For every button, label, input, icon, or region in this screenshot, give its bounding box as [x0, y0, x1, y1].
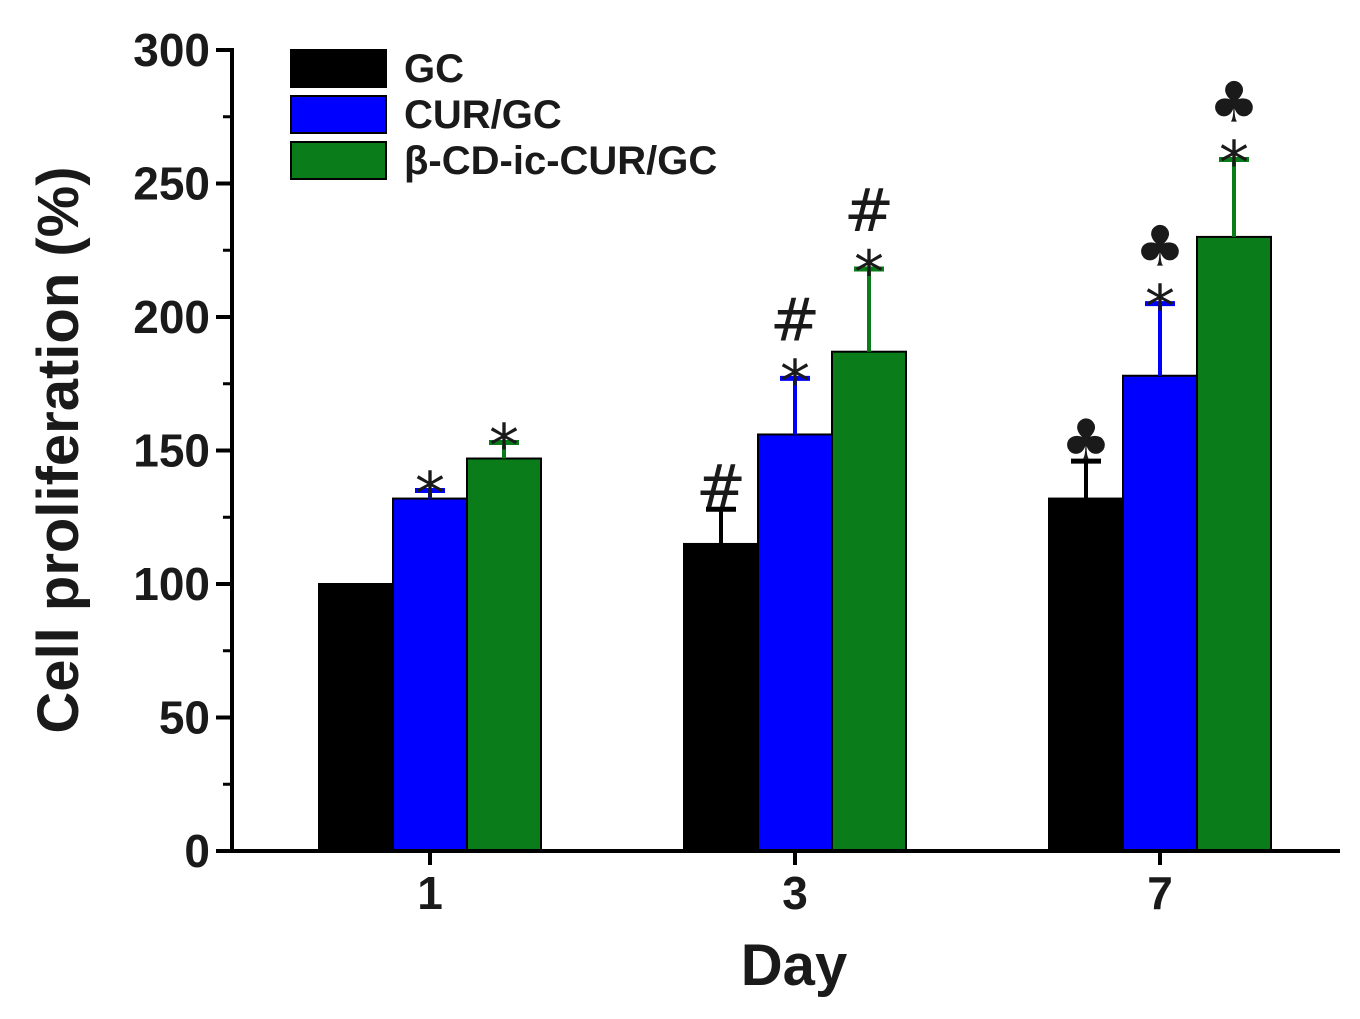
y-axis-title: Cell proliferation (%) [26, 166, 91, 733]
bars [318, 235, 1272, 852]
y-tick-label: 100 [133, 558, 210, 610]
bar-gc-day-1 [318, 583, 394, 852]
annotation-club-1-2: ♣ [1135, 215, 1185, 280]
y-tick-label: 0 [184, 825, 210, 877]
legend-label-2: β-CD-ic-CUR/GC [404, 139, 717, 183]
legend-label-0: GC [404, 47, 464, 91]
x-axis-title: Day [741, 933, 847, 998]
bar-gc-day-7 [1048, 497, 1124, 852]
legend-swatch-1 [290, 95, 387, 134]
error-bars [415, 156, 1249, 544]
bar--cd-ic-cur-gc-day-7 [1196, 235, 1272, 852]
bar-cur-gc-day-7 [1122, 374, 1198, 852]
bar-cur-gc-day-1 [392, 497, 468, 852]
annotation-asterisk-2-0: * [489, 411, 519, 481]
x-tick-label: 3 [782, 867, 808, 919]
y-tick-label: 200 [133, 291, 210, 343]
bar-cur-gc-day-3 [757, 433, 833, 852]
x-tick-label: 1 [417, 867, 443, 919]
legend-label-1: CUR/GC [404, 93, 562, 137]
bar--cd-ic-cur-gc-day-1 [466, 457, 542, 852]
y-tick-label: 50 [159, 692, 210, 744]
annotation-club-2-2: ♣ [1209, 70, 1259, 135]
annotation-asterisk-1-1: * [780, 347, 810, 417]
annotation-asterisk-2-1: * [854, 238, 884, 308]
y-tick-label: 150 [133, 425, 210, 477]
annotation-hash-0-1: # [696, 452, 746, 522]
y-tick-label: 300 [133, 24, 210, 76]
legend-swatch-2 [290, 141, 387, 180]
bar-gc-day-3 [683, 542, 759, 852]
annotation-asterisk-1-0: * [415, 460, 445, 530]
bar--cd-ic-cur-gc-day-3 [831, 350, 907, 852]
annotation-asterisk-2-2: * [1219, 128, 1249, 198]
annotation-hash-2-1: # [844, 176, 894, 246]
legend-swatch-0 [290, 49, 387, 88]
annotation-club-0-2: ♣ [1061, 408, 1111, 473]
y-tick-label: 250 [133, 158, 210, 210]
annotation-hash-1-1: # [770, 285, 820, 355]
annotation-asterisk-1-2: * [1145, 273, 1175, 343]
axes: 0 50 100 150 200 250 300 1 3 7 [133, 24, 1340, 919]
significance-annotations: #♣**# *♣**#*♣ [415, 70, 1259, 529]
x-tick-label: 7 [1147, 867, 1173, 919]
